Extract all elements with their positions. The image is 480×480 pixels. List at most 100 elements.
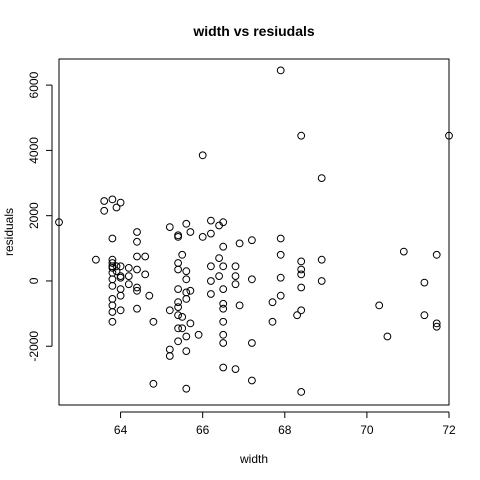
- x-tick-label: 64: [114, 423, 128, 437]
- data-point: [276, 234, 285, 243]
- data-point: [219, 317, 228, 326]
- data-point: [124, 272, 133, 281]
- data-point: [108, 234, 117, 243]
- data-point: [174, 311, 183, 320]
- data-point: [108, 317, 117, 326]
- data-point: [445, 131, 453, 140]
- data-point: [141, 252, 150, 261]
- data-point: [207, 216, 215, 225]
- data-point: [174, 285, 183, 294]
- data-point: [182, 384, 191, 393]
- data-point: [133, 228, 141, 236]
- data-point: [207, 277, 215, 285]
- data-point: [149, 317, 158, 326]
- data-point: [165, 352, 174, 360]
- data-point: [92, 255, 100, 264]
- data-point: [248, 275, 256, 284]
- data-point: [198, 233, 207, 241]
- x-axis: 64 66 68 70 72: [114, 411, 456, 437]
- data-point: [182, 332, 191, 341]
- data-point: [219, 304, 228, 313]
- data-point: [219, 285, 228, 294]
- y-axis: -2000 0 2000 4000 6000: [27, 71, 53, 362]
- data-point: [215, 254, 224, 263]
- data-point: [219, 262, 228, 271]
- data-point: [112, 262, 121, 271]
- data-point: [231, 272, 240, 281]
- x-tick-label: 72: [442, 423, 456, 437]
- data-point: [174, 265, 183, 274]
- data-point: [231, 365, 240, 374]
- data-point: [182, 267, 191, 276]
- data-point: [165, 306, 174, 315]
- x-axis-label: width: [239, 452, 268, 466]
- data-point: [108, 308, 117, 316]
- data-point: [178, 324, 187, 333]
- data-point: [182, 219, 191, 228]
- data-point: [399, 247, 408, 256]
- data-point: [219, 218, 228, 227]
- data-point: [116, 198, 125, 207]
- data-point: [116, 306, 125, 315]
- data-point: [133, 283, 141, 292]
- data-point: [215, 272, 224, 281]
- data-point: [178, 250, 187, 259]
- data-point: [182, 295, 191, 303]
- data-point: [116, 262, 125, 271]
- data-point: [186, 228, 195, 236]
- data-point: [432, 250, 441, 259]
- data-point: [317, 255, 326, 264]
- data-point: [293, 311, 302, 320]
- data-point: [231, 280, 240, 289]
- data-point: [124, 280, 133, 289]
- data-point: [207, 262, 215, 271]
- data-point: [231, 262, 240, 271]
- data-point: [186, 286, 195, 295]
- data-point: [133, 252, 141, 261]
- y-tick-label: -2000: [27, 331, 41, 362]
- data-point: [100, 197, 109, 205]
- data-point: [297, 306, 306, 315]
- data-point: [178, 313, 187, 321]
- data-point: [174, 337, 183, 346]
- data-point: [124, 264, 133, 272]
- data-point: [268, 298, 277, 307]
- data-point: [297, 265, 306, 274]
- y-axis-label: residuals: [2, 208, 16, 256]
- data-point: [112, 267, 121, 276]
- data-point: [297, 388, 306, 396]
- data-point: [248, 236, 256, 245]
- data-point: [182, 347, 191, 356]
- data-point: [317, 277, 326, 285]
- data-point: [268, 317, 277, 326]
- y-tick-label: 2000: [27, 202, 41, 229]
- data-point: [207, 229, 215, 238]
- data-point: [235, 301, 244, 310]
- data-point: [297, 283, 306, 292]
- data-point: [116, 291, 125, 300]
- data-point: [219, 363, 228, 372]
- data-point: [219, 299, 228, 308]
- x-tick-label: 66: [196, 423, 210, 437]
- data-point: [420, 311, 429, 320]
- data-point: [55, 218, 63, 227]
- data-point: [133, 304, 141, 313]
- data-point: [432, 319, 441, 328]
- data-point: [420, 278, 429, 287]
- data-point: [133, 265, 141, 274]
- data-point: [186, 319, 195, 328]
- data-point: [174, 298, 183, 307]
- data-point: [248, 339, 256, 347]
- y-tick-label: 0: [27, 277, 41, 284]
- data-point: [165, 223, 174, 232]
- data-point: [116, 273, 125, 282]
- y-tick-label: 6000: [27, 71, 41, 98]
- data-point: [375, 301, 384, 310]
- data-point: [276, 273, 285, 282]
- data-point: [145, 291, 154, 300]
- data-point: [207, 290, 215, 298]
- plot-frame: [58, 58, 450, 406]
- y-tick-label: 4000: [27, 137, 41, 164]
- data-point: [297, 270, 306, 279]
- data-point: [198, 151, 207, 160]
